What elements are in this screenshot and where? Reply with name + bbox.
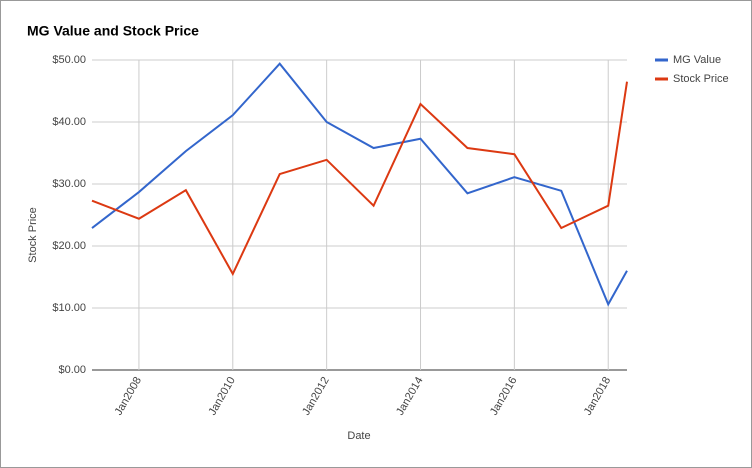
y-tick-label: $30.00	[52, 178, 86, 190]
y-axis-title: Stock Price	[27, 207, 39, 263]
series-line	[91, 62, 628, 307]
y-tick-label: $0.00	[58, 364, 86, 376]
y-tick-label: $10.00	[52, 302, 86, 314]
y-tick-label: $50.00	[52, 54, 86, 66]
legend-label: Stock Price	[673, 73, 729, 85]
chart-title: MG Value and Stock Price	[27, 23, 199, 39]
x-axis-title: Date	[347, 430, 370, 442]
legend-label: MG Value	[673, 54, 721, 66]
y-tick-label: $20.00	[52, 240, 86, 252]
y-tick-label: $40.00	[52, 116, 86, 128]
series-line	[91, 81, 628, 277]
